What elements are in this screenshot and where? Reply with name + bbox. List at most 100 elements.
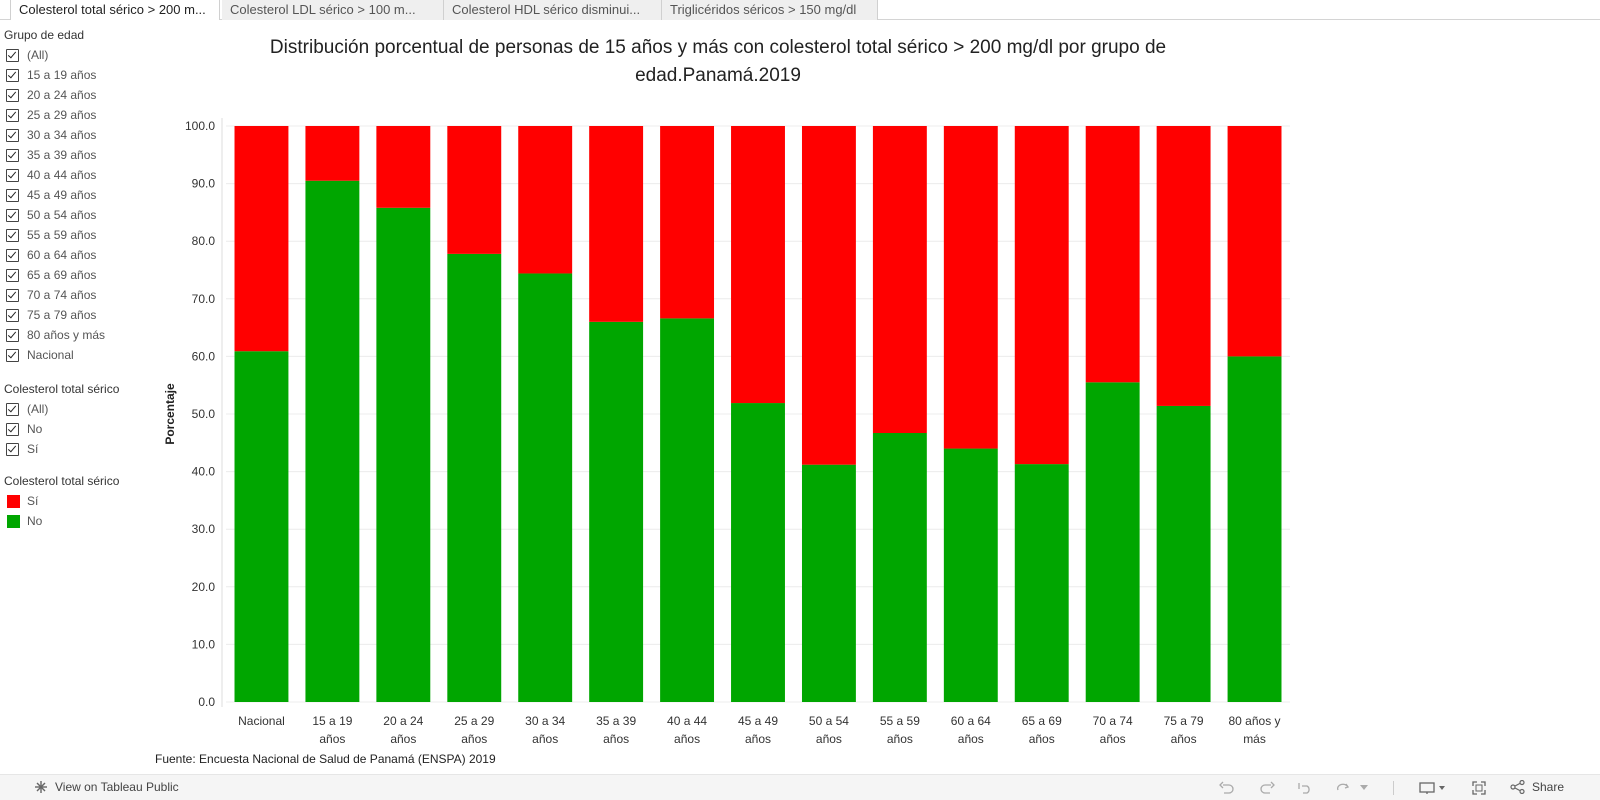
cholesterol-checkbox-no[interactable]: No bbox=[6, 421, 42, 437]
age-option-label: 65 a 69 años bbox=[27, 268, 97, 282]
x-tick-label: años bbox=[603, 732, 629, 746]
checkbox-checked-icon bbox=[6, 168, 19, 182]
cholesterol-checkbox-s[interactable]: Sí bbox=[6, 441, 38, 457]
bar-no-20-a-24-a-os bbox=[376, 207, 431, 702]
x-tick-label: 70 a 74 bbox=[1093, 714, 1133, 728]
bar-s-25-a-29-a-os bbox=[447, 126, 502, 254]
tab-colesterol-ldl[interactable]: Colesterol LDL sérico > 100 m... bbox=[222, 0, 444, 20]
age-option-label: 60 a 64 años bbox=[27, 248, 97, 262]
refresh-icon[interactable] bbox=[1334, 779, 1352, 797]
x-tick-label: 55 a 59 bbox=[880, 714, 920, 728]
download-icon[interactable] bbox=[1418, 779, 1448, 797]
x-tick-label: años bbox=[958, 732, 984, 746]
age-checkbox-70-a-74-a-os[interactable]: 70 a 74 años bbox=[6, 287, 96, 303]
checkbox-checked-icon bbox=[6, 348, 19, 362]
checkbox-checked-icon bbox=[6, 442, 19, 456]
view-on-tableau-label: View on Tableau Public bbox=[55, 780, 179, 794]
age-option-label: 50 a 54 años bbox=[27, 208, 97, 222]
view-on-tableau-link[interactable]: View on Tableau Public bbox=[34, 780, 179, 794]
bar-s-nacional bbox=[234, 126, 289, 352]
cholesterol-option-label: (All) bbox=[27, 402, 49, 416]
age-checkbox-20-a-24-a-os[interactable]: 20 a 24 años bbox=[6, 87, 96, 103]
bar-no-40-a-44-a-os bbox=[660, 318, 715, 702]
chart-title: Distribución porcentual de personas de 1… bbox=[269, 37, 1167, 86]
age-checkbox-35-a-39-a-os[interactable]: 35 a 39 años bbox=[6, 147, 96, 163]
x-tick-label: 15 a 19 bbox=[312, 714, 352, 728]
x-tick-label: 45 a 49 bbox=[738, 714, 778, 728]
age-checkbox-all[interactable]: (All) bbox=[6, 47, 48, 63]
legend-label: Sí bbox=[27, 494, 39, 508]
age-checkbox-65-a-69-a-os[interactable]: 65 a 69 años bbox=[6, 267, 96, 283]
age-checkbox-45-a-49-a-os[interactable]: 45 a 49 años bbox=[6, 187, 96, 203]
age-checkbox-50-a-54-a-os[interactable]: 50 a 54 años bbox=[6, 207, 96, 223]
age-checkbox-25-a-29-a-os[interactable]: 25 a 29 años bbox=[6, 107, 96, 123]
age-checkbox-nacional[interactable]: Nacional bbox=[6, 347, 74, 363]
age-checkbox-40-a-44-a-os[interactable]: 40 a 44 años bbox=[6, 167, 96, 183]
bar-s-40-a-44-a-os bbox=[660, 126, 715, 319]
bar-s-15-a-19-a-os bbox=[305, 126, 360, 181]
bar-no-80-a-os-y-m-s bbox=[1227, 356, 1282, 702]
age-checkbox-15-a-19-a-os[interactable]: 15 a 19 años bbox=[6, 67, 96, 83]
x-tick-label: 30 a 34 bbox=[525, 714, 565, 728]
cholesterol-option-label: Sí bbox=[27, 442, 39, 456]
x-tick-label: 80 años y bbox=[1229, 714, 1281, 728]
legend-item-s[interactable]: Sí bbox=[7, 493, 38, 509]
x-tick-label: años bbox=[319, 732, 345, 746]
tab-colesterol-hdl[interactable]: Colesterol HDL sérico disminui... bbox=[444, 0, 662, 20]
checkbox-checked-icon bbox=[6, 268, 19, 282]
stacked-bar-chart: 0.0 10.0 20.0 30.0 40.0 50.0 60.0 70.0 80.0 90.0 1… bbox=[163, 118, 1290, 746]
fullscreen-icon[interactable] bbox=[1470, 779, 1488, 797]
age-checkbox-55-a-59-a-os[interactable]: 55 a 59 años bbox=[6, 227, 96, 243]
bar-no-50-a-54-a-os bbox=[801, 464, 856, 702]
revert-icon[interactable] bbox=[1296, 779, 1314, 797]
x-tick-label: años bbox=[674, 732, 700, 746]
undo-icon[interactable] bbox=[1218, 779, 1236, 797]
bar-s-75-a-79-a-os bbox=[1156, 126, 1211, 406]
age-option-label: 25 a 29 años bbox=[27, 108, 97, 122]
y-tick-label: 100.0 bbox=[185, 119, 215, 133]
legend-swatch bbox=[7, 514, 20, 528]
redo-icon[interactable] bbox=[1258, 779, 1276, 797]
age-checkbox-80-a-os-y-m-s[interactable]: 80 años y más bbox=[6, 327, 105, 343]
bar-no-75-a-79-a-os bbox=[1156, 405, 1211, 702]
cholesterol-checkbox-all[interactable]: (All) bbox=[6, 401, 48, 417]
checkbox-checked-icon bbox=[6, 68, 19, 82]
tab-trigliceridos[interactable]: Triglicéridos séricos > 150 mg/dl bbox=[662, 0, 878, 20]
checkbox-checked-icon bbox=[6, 402, 19, 416]
x-tick-label: 40 a 44 bbox=[667, 714, 707, 728]
age-option-label: 30 a 34 años bbox=[27, 128, 97, 142]
age-option-label: 40 a 44 años bbox=[27, 168, 97, 182]
age-option-label: (All) bbox=[27, 48, 49, 62]
checkbox-checked-icon bbox=[6, 148, 19, 162]
checkbox-checked-icon bbox=[6, 422, 19, 436]
x-tick-label: 25 a 29 bbox=[454, 714, 494, 728]
bar-no-15-a-19-a-os bbox=[305, 180, 360, 703]
x-tick-label: años bbox=[887, 732, 913, 746]
y-tick-label: 50.0 bbox=[192, 407, 216, 421]
age-checkbox-30-a-34-a-os[interactable]: 30 a 34 años bbox=[6, 127, 96, 143]
refresh-dropdown-icon[interactable] bbox=[1358, 779, 1370, 797]
checkbox-checked-icon bbox=[6, 128, 19, 142]
tableau-logo-icon bbox=[35, 781, 47, 793]
x-tick-label: 50 a 54 bbox=[809, 714, 849, 728]
legend-item-no[interactable]: No bbox=[7, 513, 42, 529]
x-tick-label: años bbox=[461, 732, 487, 746]
age-option-label: 35 a 39 años bbox=[27, 148, 97, 162]
bar-s-55-a-59-a-os bbox=[872, 126, 927, 434]
age-option-label: 15 a 19 años bbox=[27, 68, 97, 82]
y-tick-label: 10.0 bbox=[192, 637, 216, 651]
y-tick-label: 80.0 bbox=[192, 234, 216, 248]
share-button[interactable]: Share bbox=[1510, 780, 1564, 794]
tab-colesterol-total[interactable]: Colesterol total sérico > 200 m... bbox=[10, 0, 220, 20]
age-option-label: Nacional bbox=[27, 348, 74, 362]
y-tick-label: 40.0 bbox=[192, 465, 216, 479]
checkbox-checked-icon bbox=[6, 228, 19, 242]
y-tick-label: 20.0 bbox=[192, 580, 216, 594]
age-option-label: 55 a 59 años bbox=[27, 228, 97, 242]
legend-label: No bbox=[27, 514, 43, 528]
y-tick-label: 0.0 bbox=[198, 695, 215, 709]
bar-no-nacional bbox=[234, 351, 289, 702]
source-note: Fuente: Encuesta Nacional de Salud de Pa… bbox=[155, 752, 496, 766]
age-checkbox-75-a-79-a-os[interactable]: 75 a 79 años bbox=[6, 307, 96, 323]
age-checkbox-60-a-64-a-os[interactable]: 60 a 64 años bbox=[6, 247, 96, 263]
